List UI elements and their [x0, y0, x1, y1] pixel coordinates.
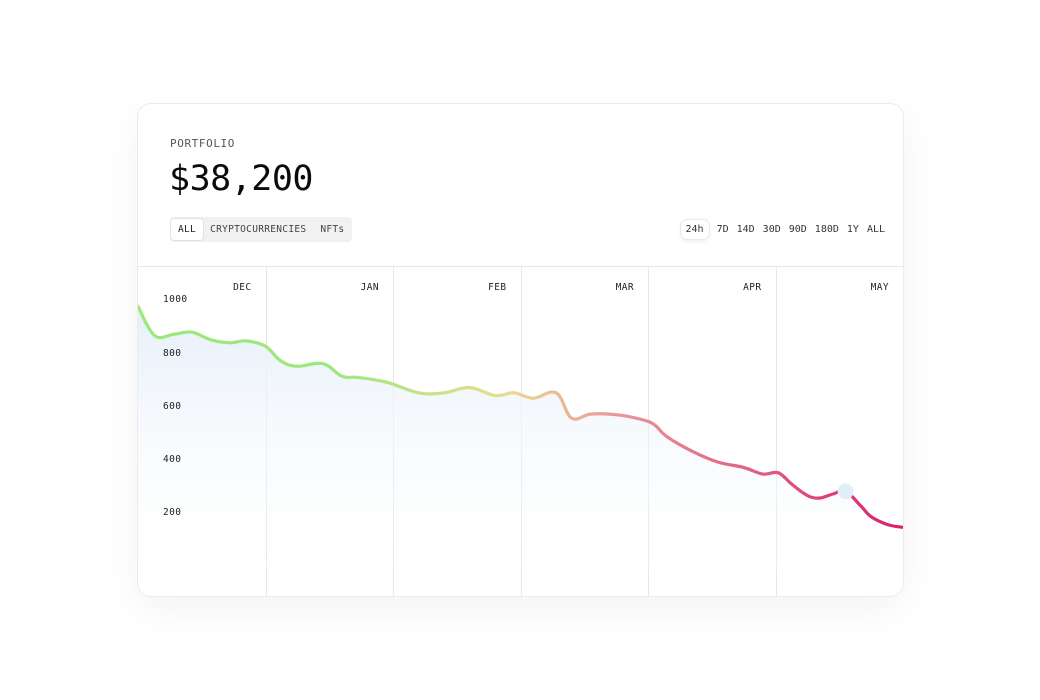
month-label-apr: APR	[743, 282, 762, 293]
range-180d-button[interactable]: 180D	[814, 224, 839, 235]
portfolio-card: PORTFOLIO $38,200 ALL CRYPTOCURRENCIES N…	[137, 103, 904, 597]
time-range-group: 24h 7D 14D 30D 90D 180D 1Y ALL	[680, 220, 890, 239]
month-label-dec: DEC	[233, 282, 252, 293]
chart-svg	[138, 267, 903, 596]
y-tick-label: 1000	[163, 294, 188, 306]
portfolio-total: $38,200	[169, 159, 314, 199]
filter-nfts-button[interactable]: NFTs	[320, 224, 345, 235]
range-90d-button[interactable]: 90D	[788, 224, 807, 235]
month-label-feb: FEB	[488, 282, 507, 293]
range-14d-button[interactable]: 14D	[736, 224, 755, 235]
range-24h-button[interactable]: 24h	[680, 220, 709, 239]
chart-line	[138, 304, 903, 529]
month-label-may: MAY	[870, 282, 889, 293]
chart-marker[interactable]	[837, 483, 854, 500]
y-tick-label: 200	[163, 507, 182, 519]
range-all-button[interactable]: ALL	[866, 224, 885, 235]
filter-all-button[interactable]: ALL	[171, 219, 204, 240]
y-tick-label: 400	[163, 454, 182, 466]
filter-cryptocurrencies-button[interactable]: CRYPTOCURRENCIES	[210, 224, 307, 235]
y-tick-label: 800	[163, 347, 182, 359]
month-label-mar: MAR	[615, 282, 634, 293]
y-tick-label: 600	[163, 400, 182, 412]
portfolio-chart: DEC JAN FEB MAR APR MAY 1000 800 600 400 200	[138, 266, 903, 596]
range-30d-button[interactable]: 30D	[762, 224, 781, 235]
chart-area	[138, 306, 903, 596]
month-label-jan: JAN	[360, 282, 379, 293]
range-1y-button[interactable]: 1Y	[846, 224, 859, 235]
asset-filter-group: ALL CRYPTOCURRENCIES NFTs	[170, 217, 353, 242]
range-7d-button[interactable]: 7D	[716, 224, 729, 235]
portfolio-label: PORTFOLIO	[170, 137, 236, 150]
